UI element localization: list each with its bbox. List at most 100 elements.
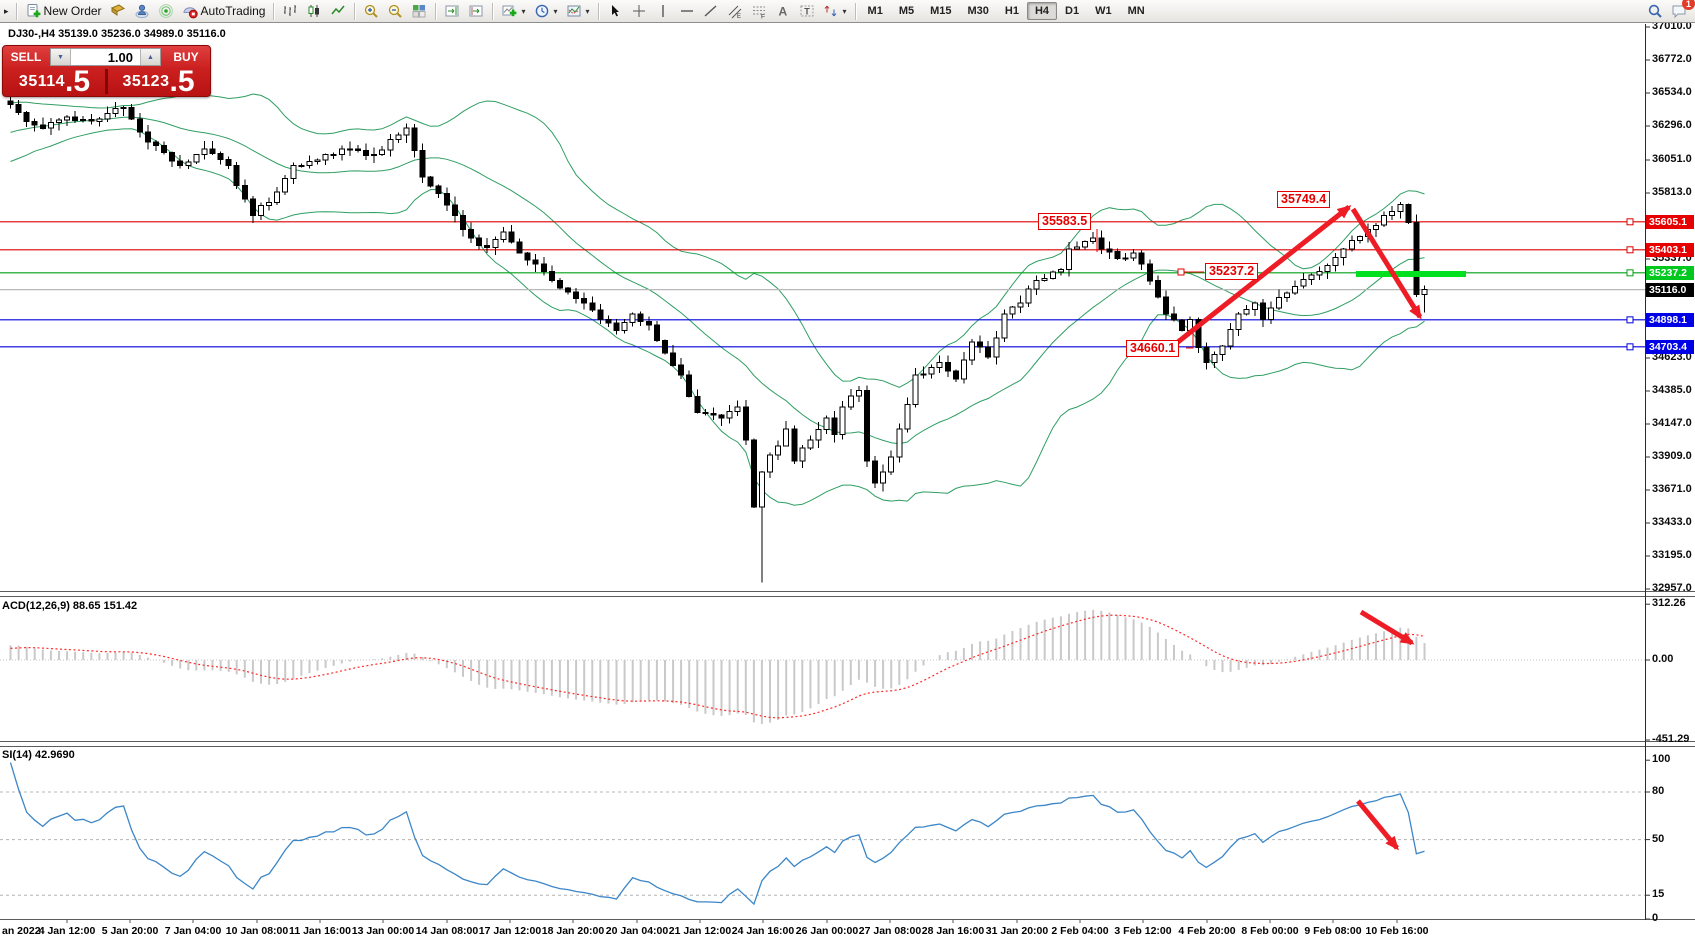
channel-button[interactable] <box>723 0 747 22</box>
sell-button[interactable]: SELL <box>10 50 42 64</box>
gold-book-icon <box>110 3 126 19</box>
tile-windows-button[interactable] <box>407 0 431 22</box>
tf-w1-button[interactable]: W1 <box>1095 5 1112 17</box>
trend-arrow[interactable] <box>1162 205 1352 355</box>
tf-d1-button[interactable]: D1 <box>1065 5 1080 17</box>
toolbar-overflow-arrow[interactable]: ▸ <box>4 5 9 16</box>
price-tick-label: 35099.0 <box>1652 284 1692 297</box>
time-axis-label: 10 Jan 08:00 <box>225 925 289 937</box>
price-tick-label: 36296.0 <box>1652 119 1692 131</box>
price-axis-separator <box>1645 24 1646 920</box>
time-axis-label: 5 Jan 20:00 <box>101 925 159 937</box>
autotrading-button[interactable]: AutoTrading <box>178 0 270 22</box>
zoom-out-button[interactable] <box>383 0 407 22</box>
tile-windows-icon <box>411 3 427 19</box>
candlestick-chart-button[interactable] <box>302 0 326 22</box>
time-axis-label: 17 Jan 12:00 <box>478 925 542 937</box>
fibonacci-button[interactable] <box>747 0 771 22</box>
buy-button[interactable]: BUY <box>173 50 199 64</box>
trendline-button[interactable] <box>699 0 723 22</box>
time-axis-separator <box>0 919 1695 920</box>
periods-button[interactable]: ▾ <box>530 0 562 22</box>
tf-m30-button[interactable]: M30 <box>967 5 989 17</box>
cursor-button[interactable] <box>603 0 627 22</box>
zoom-in-icon <box>363 3 379 19</box>
text-button[interactable] <box>771 0 795 22</box>
price-annotation-label[interactable]: 34660.1 <box>1126 340 1180 357</box>
price-tick-label: 35813.0 <box>1652 185 1692 198</box>
macd-histogram <box>9 609 1426 724</box>
price-annotation-label[interactable]: 35749.4 <box>1277 191 1331 208</box>
buy-price[interactable]: 35123.5 <box>108 67 209 97</box>
time-axis-label: an 2022 <box>2 925 41 937</box>
price-axis-badge: 35605.1 <box>1646 214 1694 229</box>
time-axis-label: 9 Feb 08:00 <box>1304 925 1362 937</box>
tf-mn-button[interactable]: MN <box>1127 5 1145 17</box>
macd-signal-line <box>10 614 1425 719</box>
tf-m1-button[interactable]: M1 <box>867 5 883 17</box>
crosshair-button[interactable] <box>627 0 651 22</box>
price-tick-label: 33671.0 <box>1652 482 1692 495</box>
rsi-tick-label: 0 <box>1652 912 1659 924</box>
green-trend-bar[interactable] <box>1356 271 1466 277</box>
templates-button[interactable]: ▾ <box>562 0 594 22</box>
new-order-label: New Order <box>43 4 102 18</box>
price-annotation-label[interactable]: 35237.2 <box>1205 263 1259 280</box>
chart-shift-button[interactable] <box>464 0 488 22</box>
price-annotation-label[interactable]: 35583.5 <box>1038 213 1092 230</box>
line-chart-button[interactable] <box>326 0 350 22</box>
signals-button[interactable] <box>154 0 178 22</box>
tf-h1-button[interactable]: H1 <box>1004 5 1019 17</box>
market-watch-button[interactable] <box>106 0 130 22</box>
bollinger-bands <box>10 93 1425 506</box>
panel-splitter[interactable] <box>0 741 1695 747</box>
horizontal-line-button[interactable] <box>675 0 699 22</box>
price-tick-label: 33195.0 <box>1652 548 1692 561</box>
community-button[interactable] <box>130 0 154 22</box>
toolbar-separator <box>435 2 437 20</box>
search-button[interactable] <box>1643 0 1667 22</box>
rsi-indicator-label: SI(14) 42.9690 <box>2 749 75 761</box>
text-label-button[interactable] <box>795 0 819 22</box>
volume-input[interactable]: 1.00 <box>107 49 133 65</box>
volume-increase-button[interactable]: ▲ <box>140 49 160 65</box>
profile-cloud-icon <box>134 3 150 19</box>
cursor-icon <box>607 3 623 19</box>
vertical-line-button[interactable] <box>651 0 675 22</box>
new-order-icon <box>25 3 41 19</box>
arrows-button[interactable]: ▾ <box>819 0 851 22</box>
line-chart-icon <box>330 3 346 19</box>
rsi-tick-label: 80 <box>1652 784 1665 797</box>
toolbar-separator <box>15 2 17 20</box>
macd-tick-label: 0.00 <box>1652 653 1674 665</box>
new-order-button[interactable]: New Order <box>21 0 106 22</box>
price-tick-label: 33433.0 <box>1652 515 1692 528</box>
new-chart-button[interactable]: ▾ <box>497 0 529 22</box>
search-icon <box>1647 3 1663 19</box>
sell-price[interactable]: 35114.5 <box>4 67 105 97</box>
bar-chart-button[interactable] <box>278 0 302 22</box>
template-icon <box>566 3 582 19</box>
trend-arrow[interactable] <box>1356 799 1399 851</box>
zoom-in-button[interactable] <box>359 0 383 22</box>
notifications-button[interactable]: 1 <box>1667 0 1695 22</box>
volume-decrease-button[interactable]: ▼ <box>51 49 71 65</box>
tf-h4-button[interactable]: H4 <box>1026 2 1058 20</box>
toolbar-separator <box>597 2 599 20</box>
trend-arrow[interactable] <box>1359 609 1415 646</box>
rsi-tick-label: 50 <box>1652 832 1665 845</box>
tf-m5-button[interactable]: M5 <box>898 5 915 17</box>
toolbar-separator <box>492 2 494 20</box>
notification-badge: 1 <box>1682 0 1695 10</box>
axis-ticks <box>66 26 1650 923</box>
autotrading-label: AutoTrading <box>200 4 266 18</box>
time-axis-label: 28 Jan 16:00 <box>921 925 985 937</box>
price-tick-label: 33909.0 <box>1652 449 1692 462</box>
price-axis-badge: 34703.4 <box>1646 339 1694 354</box>
trend-arrow[interactable] <box>1350 207 1423 320</box>
channel-icon <box>727 3 743 19</box>
time-axis-label: 11 Jan 16:00 <box>289 925 351 937</box>
auto-scroll-button[interactable] <box>440 0 464 22</box>
panel-splitter[interactable] <box>0 591 1695 597</box>
tf-m15-button[interactable]: M15 <box>930 5 952 17</box>
